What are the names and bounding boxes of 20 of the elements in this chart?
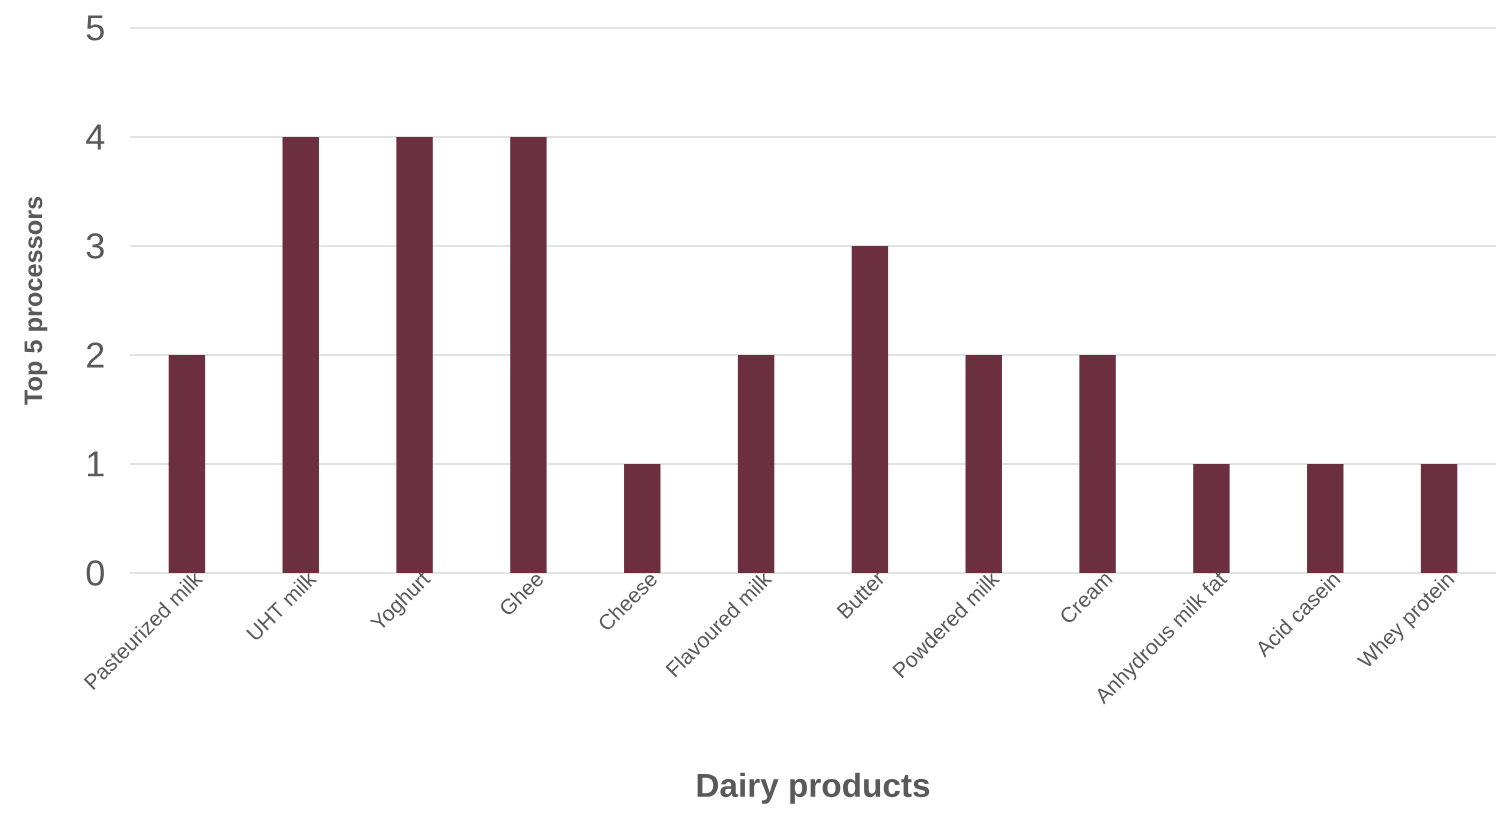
bar bbox=[1193, 463, 1230, 573]
bar bbox=[1307, 463, 1344, 573]
bar bbox=[396, 136, 433, 573]
y-axis-title: Top 5 processors bbox=[24, 196, 48, 405]
bar bbox=[624, 463, 661, 573]
bar bbox=[510, 136, 547, 573]
y-tick-label: 0 bbox=[86, 560, 104, 586]
bar bbox=[851, 245, 889, 573]
bar bbox=[282, 136, 319, 573]
y-tick-label: 1 bbox=[88, 451, 104, 477]
bar bbox=[1079, 354, 1116, 573]
x-axis-title: Dairy products bbox=[697, 772, 930, 804]
y-tick-label: 2 bbox=[87, 342, 104, 368]
y-tick-label: 5 bbox=[86, 15, 104, 41]
bar bbox=[737, 354, 775, 573]
bar bbox=[1420, 463, 1458, 573]
bar bbox=[168, 354, 206, 573]
y-tick-label: 4 bbox=[86, 124, 105, 150]
y-tick-label: 3 bbox=[86, 233, 104, 259]
bar bbox=[965, 354, 1002, 573]
